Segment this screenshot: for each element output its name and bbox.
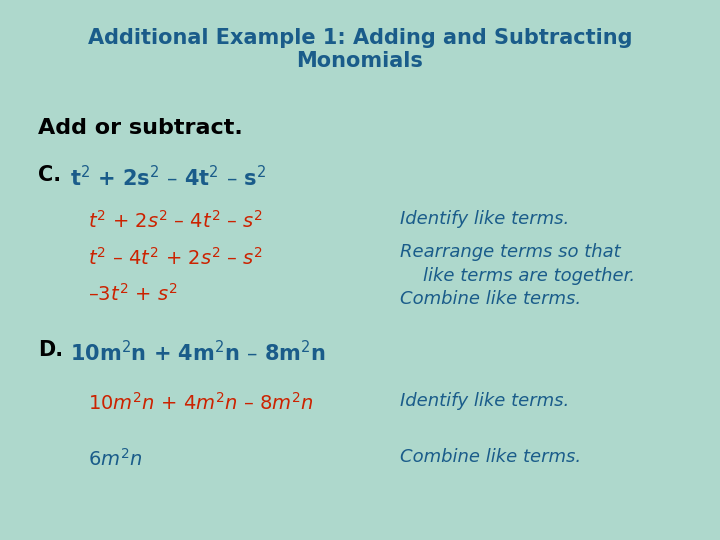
Text: Add or subtract.: Add or subtract. xyxy=(38,118,243,138)
Text: $10m^2n$ + $4m^2n$ – $8m^2n$: $10m^2n$ + $4m^2n$ – $8m^2n$ xyxy=(88,392,314,414)
Text: $\mathbf{t}^2$ + $\mathbf{2s}^2$ – $\mathbf{4t}^2$ – $\mathbf{s}^2$: $\mathbf{t}^2$ + $\mathbf{2s}^2$ – $\mat… xyxy=(70,165,266,190)
Text: D.: D. xyxy=(38,340,63,360)
Text: C.: C. xyxy=(38,165,61,185)
Text: Rearrange terms so that
    like terms are together.
Combine like terms.: Rearrange terms so that like terms are t… xyxy=(400,243,635,308)
Text: $t^2$ + $2s^2$ – $4t^2$ – $s^2$: $t^2$ + $2s^2$ – $4t^2$ – $s^2$ xyxy=(88,210,263,232)
Text: $6m^2n$: $6m^2n$ xyxy=(88,448,143,470)
Text: –$3t^2$ + $s^2$: –$3t^2$ + $s^2$ xyxy=(88,283,177,305)
Text: Combine like terms.: Combine like terms. xyxy=(400,448,581,466)
Text: Identify like terms.: Identify like terms. xyxy=(400,392,570,410)
Text: $t^2$ – $4t^2$ + $2s^2$ – $s^2$: $t^2$ – $4t^2$ + $2s^2$ – $s^2$ xyxy=(88,247,263,269)
Text: Additional Example 1: Adding and Subtracting
Monomials: Additional Example 1: Adding and Subtrac… xyxy=(88,28,632,71)
Text: $\mathbf{10m}^2\mathbf{n}$ + $\mathbf{4m}^2\mathbf{n}$ – $\mathbf{8m}^2\mathbf{n: $\mathbf{10m}^2\mathbf{n}$ + $\mathbf{4m… xyxy=(70,340,325,365)
Text: Identify like terms.: Identify like terms. xyxy=(400,210,570,228)
